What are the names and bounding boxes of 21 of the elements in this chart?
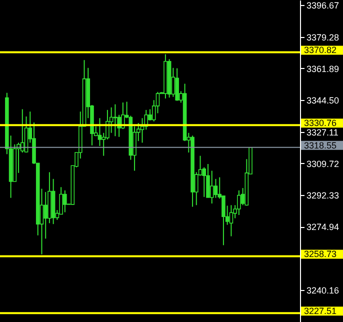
y-tick-label: 3361.89 [306,64,340,74]
y-tick-label: 3309.72 [306,158,340,169]
y-tick-label: 3344.50 [306,96,340,106]
ref-line-label: 3227.51 [304,306,337,316]
y-tick-label: 3379.28 [306,32,340,42]
candlestick [229,204,234,237]
ref-line-label: 3370.82 [304,45,337,56]
candlestick [237,190,241,216]
candlestick [214,178,218,198]
candlestick [175,68,179,102]
candlestick [210,170,214,204]
ref-line-label: 3258.73 [304,249,337,260]
y-tick-label: 3292.33 [306,190,340,201]
y-tick-label: 3327.11 [306,127,338,138]
ref-line-label: 3318.55 [304,140,337,150]
ref-line-label: 3330.76 [304,118,337,128]
y-tick-label: 3240.16 [306,286,340,296]
y-tick-label: 3274.94 [306,222,340,232]
y-tick-label: 3396.67 [306,0,340,11]
candlestick [44,192,48,240]
candlestick [63,190,67,213]
